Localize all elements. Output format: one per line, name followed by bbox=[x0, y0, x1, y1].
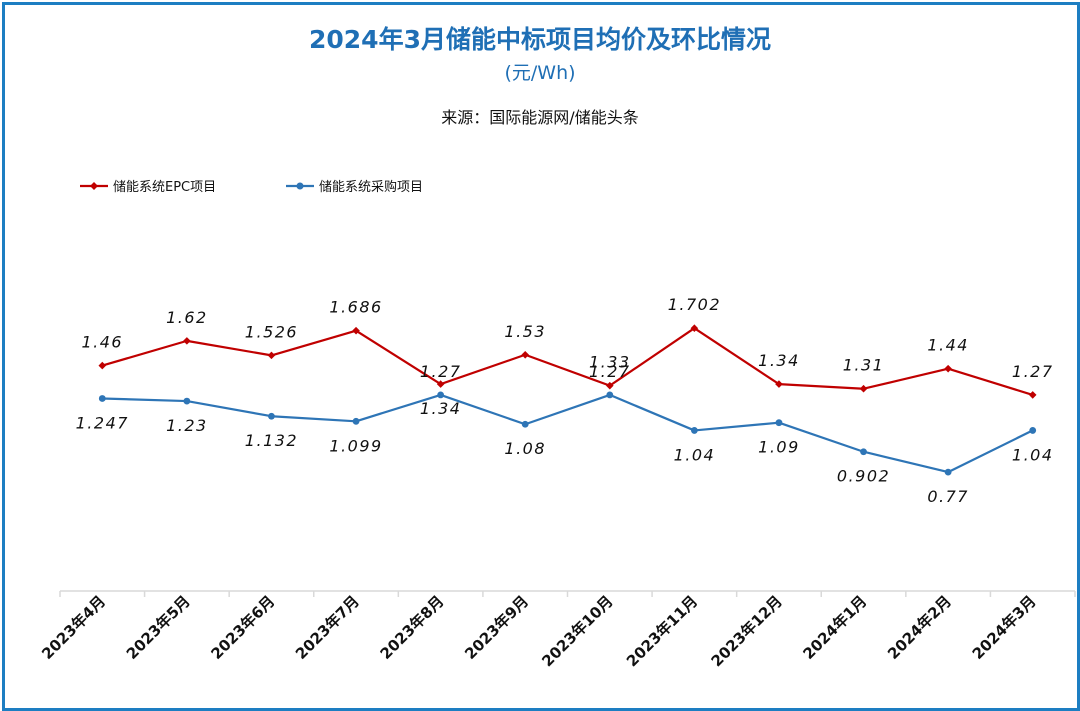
chart-unit: (元/Wh) bbox=[504, 62, 576, 84]
data-label-epc: 1.27 bbox=[1012, 362, 1054, 381]
data-point-epc[interactable] bbox=[436, 380, 445, 388]
data-point-epc[interactable] bbox=[352, 326, 360, 335]
series-line-procurement bbox=[102, 393, 1034, 474]
data-label-procurement: 1.04 bbox=[1012, 445, 1054, 464]
data-point-epc[interactable] bbox=[98, 361, 107, 370]
data-point-procurement[interactable] bbox=[690, 427, 698, 434]
x-tick-label: 2023年10月 bbox=[538, 592, 616, 670]
x-tick-label: 2024年2月 bbox=[884, 592, 955, 663]
data-point-epc[interactable] bbox=[859, 384, 868, 393]
data-point-epc[interactable] bbox=[267, 351, 276, 360]
chart-source: 来源：国际能源网/储能头条 bbox=[441, 108, 639, 127]
data-point-epc[interactable] bbox=[690, 324, 699, 333]
data-point-procurement[interactable] bbox=[521, 420, 529, 428]
series-group bbox=[98, 324, 1037, 476]
data-label-epc: 1.34 bbox=[420, 399, 462, 418]
data-point-epc[interactable] bbox=[521, 350, 530, 359]
x-tick-label: 2023年11月 bbox=[623, 592, 701, 670]
data-label-procurement: 0.902 bbox=[837, 467, 890, 486]
legend-item-procurement[interactable]: 储能系统采购项目 bbox=[286, 179, 423, 195]
x-axis-ticks: 2023年4月 2023年5月 2023年6月 2023年7月 2023年8月 2023年… bbox=[38, 591, 1076, 670]
x-tick-label: 2023年6月 bbox=[207, 592, 278, 663]
data-label-epc: 1.33 bbox=[589, 353, 631, 372]
data-point-procurement[interactable] bbox=[437, 391, 445, 399]
data-label-procurement: 1.04 bbox=[674, 445, 716, 464]
data-label-procurement: 1.27 bbox=[420, 362, 462, 381]
x-tick-label: 2023年8月 bbox=[377, 592, 448, 663]
data-label-epc: 1.31 bbox=[843, 356, 885, 375]
data-label-procurement: 1.09 bbox=[758, 438, 800, 457]
series-line-epc bbox=[101, 327, 1034, 396]
legend-label-epc: 储能系统EPC项目 bbox=[113, 180, 216, 195]
data-label-procurement: 1.27 bbox=[589, 362, 631, 381]
data-point-epc[interactable] bbox=[944, 364, 952, 373]
data-point-procurement[interactable] bbox=[606, 391, 614, 399]
data-label-procurement: 0.77 bbox=[927, 487, 969, 506]
data-point-epc[interactable] bbox=[1028, 391, 1037, 399]
x-tick-label: 2024年1月 bbox=[800, 592, 871, 663]
data-point-procurement[interactable] bbox=[352, 417, 360, 425]
data-label-epc: 1.702 bbox=[668, 295, 721, 314]
data-point-procurement[interactable] bbox=[183, 397, 191, 405]
data-label-procurement: 1.23 bbox=[166, 416, 208, 435]
x-tick-label: 2024年3月 bbox=[969, 592, 1040, 663]
data-point-procurement[interactable] bbox=[775, 419, 783, 427]
legend-label-procurement: 储能系统采购项目 bbox=[319, 179, 423, 195]
x-tick-label: 2023年12月 bbox=[708, 592, 786, 670]
data-label-procurement: 1.132 bbox=[245, 431, 298, 450]
data-label-procurement: 1.099 bbox=[329, 436, 382, 455]
data-label-epc: 1.44 bbox=[927, 336, 969, 355]
data-point-procurement[interactable] bbox=[860, 448, 867, 456]
data-label-epc: 1.526 bbox=[245, 322, 298, 341]
data-label-procurement: 1.08 bbox=[504, 439, 546, 458]
legend: 储能系统EPC项目 储能系统采购项目 bbox=[80, 179, 423, 195]
chart-title: 2024年3月储能中标项目均价及环比情况 bbox=[309, 25, 771, 54]
legend-marker-epc bbox=[90, 182, 98, 190]
data-point-procurement[interactable] bbox=[1029, 427, 1037, 434]
data-label-epc: 1.46 bbox=[81, 333, 123, 352]
x-tick-label: 2023年5月 bbox=[123, 592, 194, 663]
data-point-epc[interactable] bbox=[605, 381, 614, 390]
legend-marker-procurement bbox=[296, 182, 304, 190]
legend-item-epc[interactable]: 储能系统EPC项目 bbox=[80, 180, 216, 195]
x-tick-label: 2023年7月 bbox=[292, 592, 363, 663]
data-point-procurement[interactable] bbox=[944, 468, 952, 476]
data-label-epc: 1.62 bbox=[166, 308, 208, 327]
data-point-epc[interactable] bbox=[183, 337, 191, 345]
x-tick-label: 2023年4月 bbox=[38, 592, 109, 663]
data-label-procurement: 1.247 bbox=[76, 413, 129, 432]
x-tick-label: 2023年9月 bbox=[461, 592, 532, 663]
data-point-procurement[interactable] bbox=[98, 395, 106, 402]
data-label-epc: 1.686 bbox=[329, 298, 382, 317]
data-point-epc[interactable] bbox=[775, 380, 783, 388]
data-label-epc: 1.34 bbox=[758, 351, 800, 370]
data-point-procurement[interactable] bbox=[268, 412, 275, 420]
data-labels: 1.46 1.62 1.526 1.686 1.34 1.53 1.33 1.702 1.34 1… bbox=[76, 295, 1054, 506]
data-label-epc: 1.53 bbox=[504, 322, 546, 341]
